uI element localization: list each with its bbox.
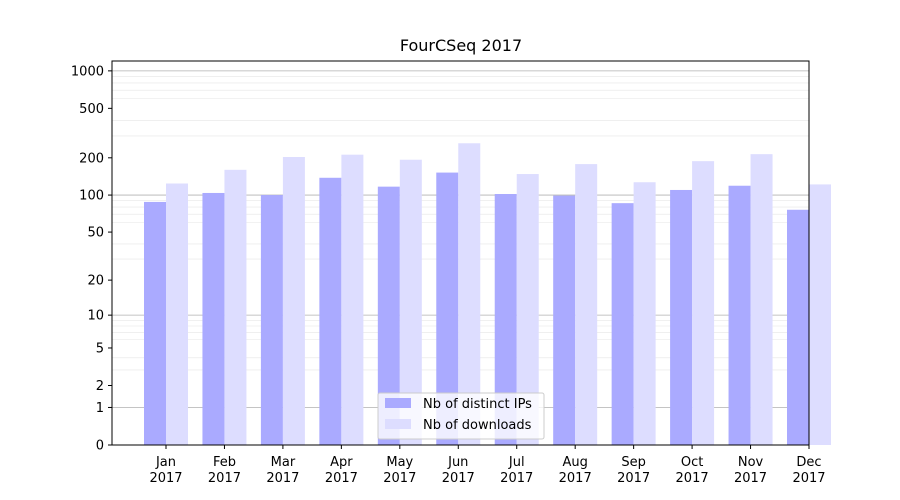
bar-distinct-ips — [611, 203, 634, 445]
bar-downloads — [224, 169, 247, 445]
bar-distinct-ips — [670, 189, 693, 445]
y-tick-label: 2 — [96, 379, 104, 394]
bar-downloads — [516, 174, 539, 445]
x-tick-label: Jan — [155, 455, 176, 470]
y-tick-label: 5 — [96, 341, 104, 356]
x-tick-label: Oct — [681, 455, 703, 470]
x-tick-label: 2017 — [500, 471, 533, 486]
legend-label-downloads: Nb of downloads — [423, 418, 532, 433]
bar-downloads — [750, 154, 773, 446]
bar-distinct-ips — [144, 201, 166, 445]
y-tick-label: 500 — [79, 102, 104, 117]
x-tick-label: Sep — [621, 455, 646, 470]
x-tick-label: Jun — [447, 455, 468, 470]
y-tick-label: 10 — [87, 309, 104, 324]
chart-title: FourCSeq 2017 — [400, 36, 522, 55]
bar-downloads — [282, 157, 305, 446]
x-tick-label: May — [386, 455, 413, 470]
x-tick-label: 2017 — [559, 471, 592, 486]
x-tick-label: 2017 — [383, 471, 416, 486]
x-tick-label: 2017 — [442, 471, 475, 486]
bar-distinct-ips — [319, 177, 342, 445]
bar-distinct-ips — [436, 172, 459, 446]
legend-swatch-ips — [385, 398, 411, 408]
legend-frame — [377, 392, 545, 440]
bar-downloads — [341, 154, 364, 445]
x-tick-label: Feb — [213, 455, 236, 470]
bar-downloads — [575, 164, 598, 445]
bar-downloads — [633, 182, 656, 445]
y-tick-label: 100 — [79, 189, 104, 204]
legend: Nb of distinct IPs Nb of downloads — [377, 392, 545, 440]
bar-distinct-ips — [494, 194, 517, 445]
x-tick-label: Aug — [562, 455, 587, 470]
y-tick-label: 0 — [96, 439, 104, 454]
x-tick-label: Dec — [796, 455, 821, 470]
bar-distinct-ips — [202, 192, 225, 445]
x-tick-label: Apr — [330, 455, 353, 470]
bar-downloads — [692, 161, 715, 445]
bar-distinct-ips — [377, 186, 400, 445]
x-tick-label: 2017 — [208, 471, 241, 486]
x-tick-label: 2017 — [149, 471, 182, 486]
y-tick-label: 1000 — [71, 64, 104, 79]
bar-downloads — [458, 143, 481, 445]
y-tick-label: 200 — [79, 151, 104, 166]
x-tick-label: Jul — [508, 455, 525, 470]
bar-distinct-ips — [553, 195, 576, 445]
y-tick-label: 50 — [87, 226, 104, 241]
y-axis-ticks: 0 1 2 5 10 20 50 100 200 500 1000 — [71, 64, 112, 454]
x-tick-label: 2017 — [734, 471, 767, 486]
plot-area-frame — [111, 60, 810, 446]
legend-swatch-downloads — [385, 419, 411, 429]
y-tick-label: 20 — [87, 274, 104, 289]
x-tick-label: 2017 — [266, 471, 299, 486]
bar-downloads — [399, 159, 422, 445]
x-tick-label: Mar — [271, 455, 296, 470]
x-tick-label: 2017 — [676, 471, 709, 486]
bar-downloads — [166, 183, 188, 446]
x-tick-label: 2017 — [325, 471, 358, 486]
bar-distinct-ips — [787, 209, 809, 445]
legend-label-ips: Nb of distinct IPs — [423, 397, 532, 412]
bars — [144, 143, 831, 446]
x-axis-ticks: Jan2017Feb2017Mar2017Apr2017May2017Jun20… — [149, 445, 826, 486]
bar-downloads — [809, 184, 831, 445]
x-tick-label: 2017 — [617, 471, 650, 486]
y-tick-label: 1 — [96, 401, 104, 416]
x-tick-label: 2017 — [792, 471, 825, 486]
bar-distinct-ips — [728, 185, 751, 445]
x-tick-label: Nov — [738, 455, 764, 470]
bar-distinct-ips — [260, 195, 283, 445]
